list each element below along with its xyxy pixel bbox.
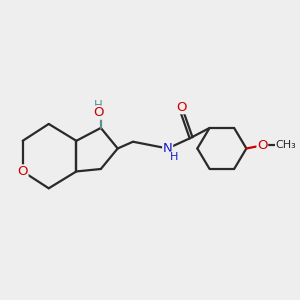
Text: N: N	[163, 142, 172, 155]
Text: CH₃: CH₃	[275, 140, 296, 150]
Text: H: H	[170, 152, 178, 162]
Text: O: O	[176, 100, 186, 114]
Text: O: O	[257, 139, 268, 152]
Text: O: O	[93, 106, 104, 119]
Text: O: O	[17, 165, 28, 178]
Text: H: H	[94, 99, 103, 112]
